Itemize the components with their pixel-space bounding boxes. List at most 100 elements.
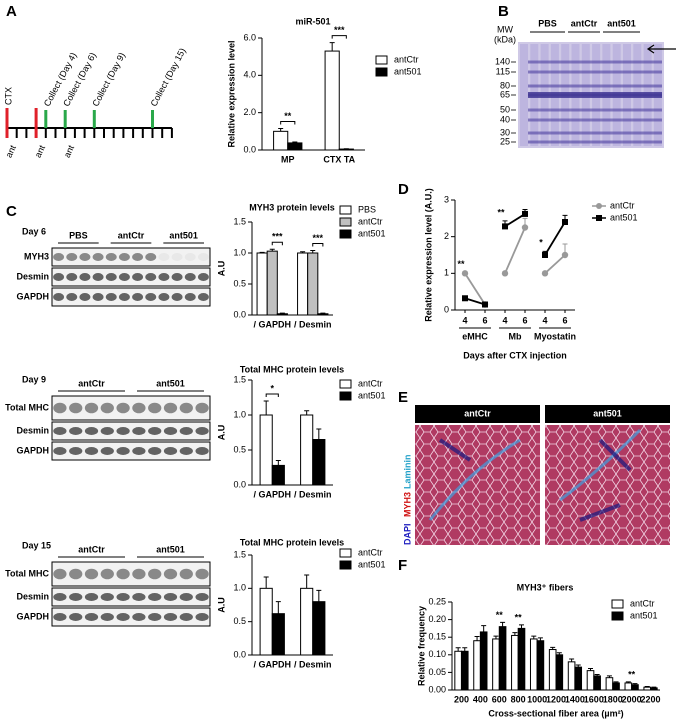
x-tick-label: 800 xyxy=(511,694,526,704)
x-tick-label: CTX TA xyxy=(323,154,355,164)
x-tick-label: 400 xyxy=(473,694,488,704)
x-tick-label: 4 xyxy=(542,315,547,325)
significance: * xyxy=(539,238,543,248)
significance: ** xyxy=(628,669,636,679)
collect-bar xyxy=(44,110,48,128)
bar xyxy=(266,250,278,316)
blot-band xyxy=(158,293,170,301)
bar xyxy=(548,649,557,691)
blot-band xyxy=(84,427,99,435)
x-tick-label: 1000 xyxy=(527,694,547,704)
timeline-label: Collect (Day 15) xyxy=(149,46,188,108)
panel-label: E xyxy=(398,389,408,406)
line xyxy=(544,254,566,274)
bar xyxy=(593,675,601,691)
blot-band xyxy=(163,593,178,601)
blot-band xyxy=(195,447,209,455)
gel-band xyxy=(528,118,662,122)
error-bar xyxy=(316,589,322,602)
blot-band xyxy=(148,568,162,580)
blot-group: antCtr xyxy=(78,378,105,388)
blot-band xyxy=(116,593,130,601)
point xyxy=(542,252,548,258)
blot-band xyxy=(179,427,193,435)
y-tick-label: 1.0 xyxy=(233,409,246,419)
bar xyxy=(312,601,326,656)
blot-row-label: GAPDH xyxy=(16,611,49,621)
y-axis-label: A.U xyxy=(216,597,226,613)
error-bar xyxy=(644,685,650,688)
legend-label: antCtr xyxy=(358,216,383,226)
bar xyxy=(498,626,507,691)
bracket xyxy=(265,393,279,397)
blot-band xyxy=(53,613,67,621)
blot-band xyxy=(69,427,83,435)
blot-band xyxy=(118,273,130,281)
blot-group: ant501 xyxy=(169,230,198,240)
error-bar xyxy=(594,674,600,676)
error-bar xyxy=(316,428,322,440)
blot-band xyxy=(100,593,114,601)
blot-band xyxy=(66,273,78,281)
blot-band xyxy=(66,293,78,301)
x-tick-label: 4 xyxy=(462,315,467,325)
arrow xyxy=(646,44,676,54)
blot-band xyxy=(132,593,146,601)
blot-band xyxy=(100,447,114,455)
gel-band xyxy=(528,70,662,74)
image-header xyxy=(545,405,670,423)
blot-band xyxy=(100,568,114,580)
blot-band xyxy=(179,593,193,601)
blot-band xyxy=(184,273,196,281)
blot-band xyxy=(179,568,193,580)
gel-band xyxy=(528,92,662,98)
blot-band xyxy=(163,568,178,580)
bar xyxy=(479,631,488,691)
error-bar xyxy=(613,681,619,683)
blot-band xyxy=(84,447,99,455)
x-tick-label: 600 xyxy=(492,694,507,704)
blot-row xyxy=(51,441,211,461)
timeline-label: ant xyxy=(62,143,77,159)
panel-label: B xyxy=(498,3,509,20)
bar xyxy=(312,439,326,486)
bar xyxy=(324,50,340,151)
error-bar xyxy=(462,647,468,652)
blot-band xyxy=(132,253,144,261)
gel-band xyxy=(528,108,662,112)
error-bar xyxy=(263,400,269,415)
blot-row-label: Total MHC xyxy=(5,568,49,578)
laminin xyxy=(428,428,642,521)
significance: ** xyxy=(284,111,292,121)
error-bar xyxy=(651,686,657,688)
significance: *** xyxy=(313,233,324,243)
blot-band xyxy=(179,613,193,621)
blot-row xyxy=(51,421,211,441)
blot-band xyxy=(148,427,162,435)
legend-label: ant501 xyxy=(358,559,386,569)
x-tick-label: / GAPDH xyxy=(253,489,291,499)
legend-swatch xyxy=(339,560,352,570)
blot-band xyxy=(158,273,170,281)
blot-band xyxy=(53,427,67,435)
y-tick-label: 0.5 xyxy=(233,444,246,454)
x-axis-label: Days after CTX injection xyxy=(463,350,567,360)
blot-band xyxy=(100,613,114,621)
stain-label: Laminin xyxy=(402,454,412,489)
blot-band xyxy=(79,253,91,261)
point xyxy=(522,210,528,217)
blot-band xyxy=(116,568,130,580)
x-tick-label: 6 xyxy=(522,315,527,325)
blot-band xyxy=(53,402,67,414)
blot-group: antCtr xyxy=(78,544,105,554)
blot-row-label: GAPDH xyxy=(16,445,49,455)
panel-label: F xyxy=(398,557,407,574)
x-tick-label: / Desmin xyxy=(294,319,332,329)
bar xyxy=(631,684,639,691)
blot-band xyxy=(184,253,196,261)
panel-label: D xyxy=(398,181,409,198)
gel-band xyxy=(528,140,662,144)
gel-group: antCtr xyxy=(571,18,598,28)
blot-day: Day 15 xyxy=(22,540,51,550)
